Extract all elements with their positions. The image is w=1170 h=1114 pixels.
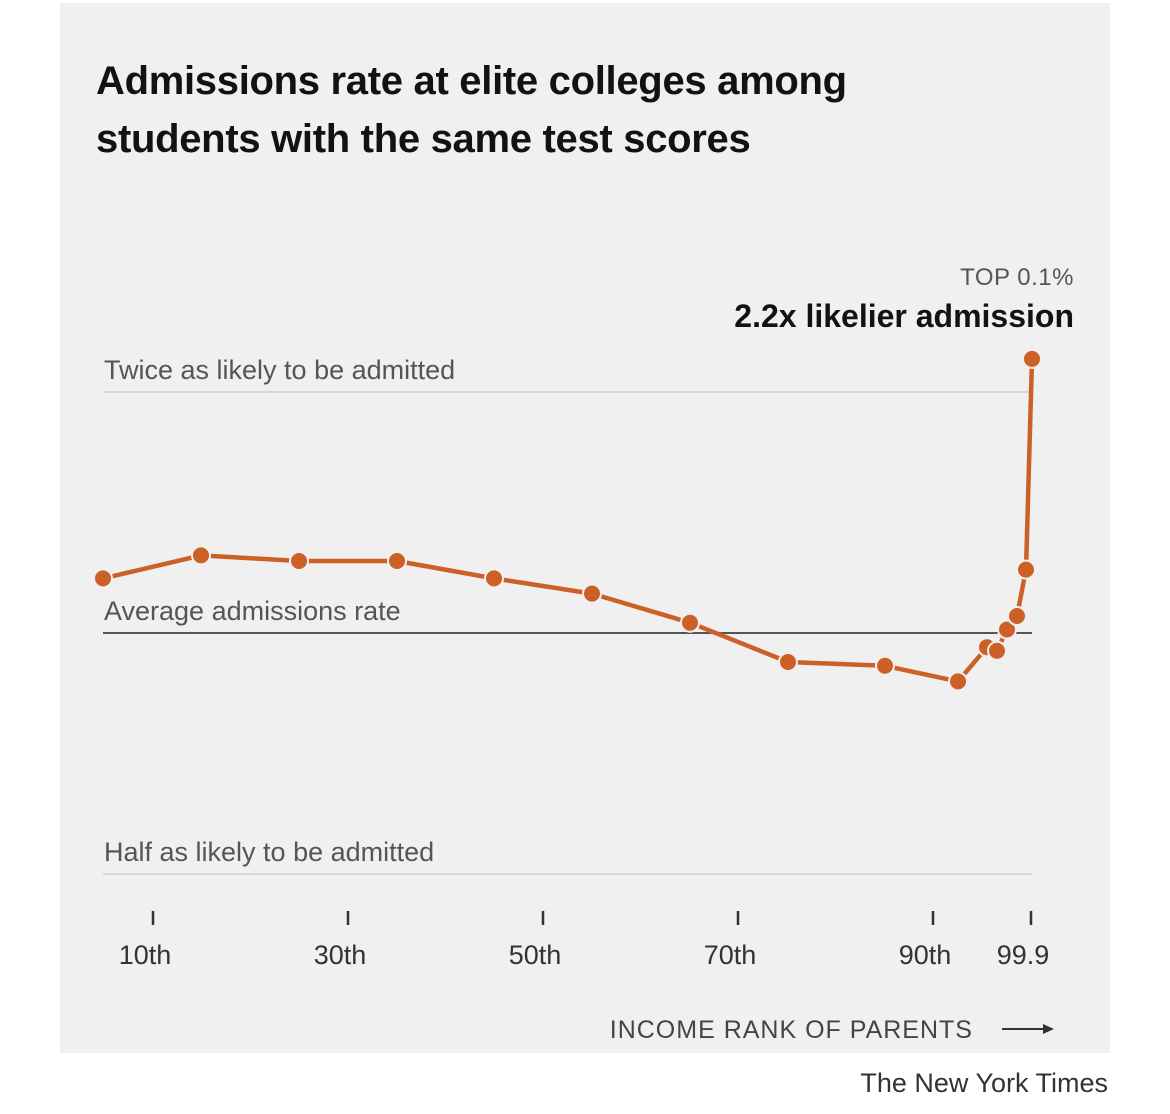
data-point bbox=[987, 640, 1007, 661]
chart-title: Admissions rate at elite colleges among … bbox=[96, 59, 847, 161]
arrow-icon bbox=[1043, 1024, 1054, 1034]
data-point bbox=[997, 619, 1017, 640]
x-axis-title: INCOME RANK OF PARENTS bbox=[610, 1016, 973, 1044]
data-point bbox=[289, 551, 309, 571]
data-point bbox=[778, 652, 798, 672]
x-tick-label: 10th bbox=[119, 940, 172, 970]
average-rate-label: Average admissions rate bbox=[104, 596, 401, 626]
x-tick-label: 30th bbox=[314, 940, 367, 970]
data-point bbox=[1007, 606, 1027, 626]
x-tick-label: 70th bbox=[704, 940, 757, 970]
data-point bbox=[1016, 559, 1036, 580]
data-point bbox=[93, 568, 113, 589]
twice-likely-label: Twice as likely to be admitted bbox=[104, 355, 455, 385]
data-point bbox=[191, 545, 211, 566]
x-tick-label: 99.9 bbox=[997, 940, 1050, 970]
data-point bbox=[680, 612, 700, 633]
data-point bbox=[484, 568, 504, 589]
data-point bbox=[948, 671, 968, 692]
data-point bbox=[1022, 348, 1042, 369]
annotation-text: 2.2x likelier admission bbox=[734, 298, 1074, 334]
x-tick-label: 50th bbox=[509, 940, 562, 970]
source-credit: The New York Times bbox=[860, 1068, 1108, 1098]
x-tick-label: 90th bbox=[899, 940, 952, 970]
half-likely-label: Half as likely to be admitted bbox=[104, 837, 434, 867]
data-point bbox=[582, 583, 602, 604]
data-point bbox=[387, 551, 407, 571]
chart-panel bbox=[60, 3, 1110, 1053]
data-point bbox=[875, 655, 895, 676]
annotation-kicker: TOP 0.1% bbox=[960, 264, 1074, 291]
